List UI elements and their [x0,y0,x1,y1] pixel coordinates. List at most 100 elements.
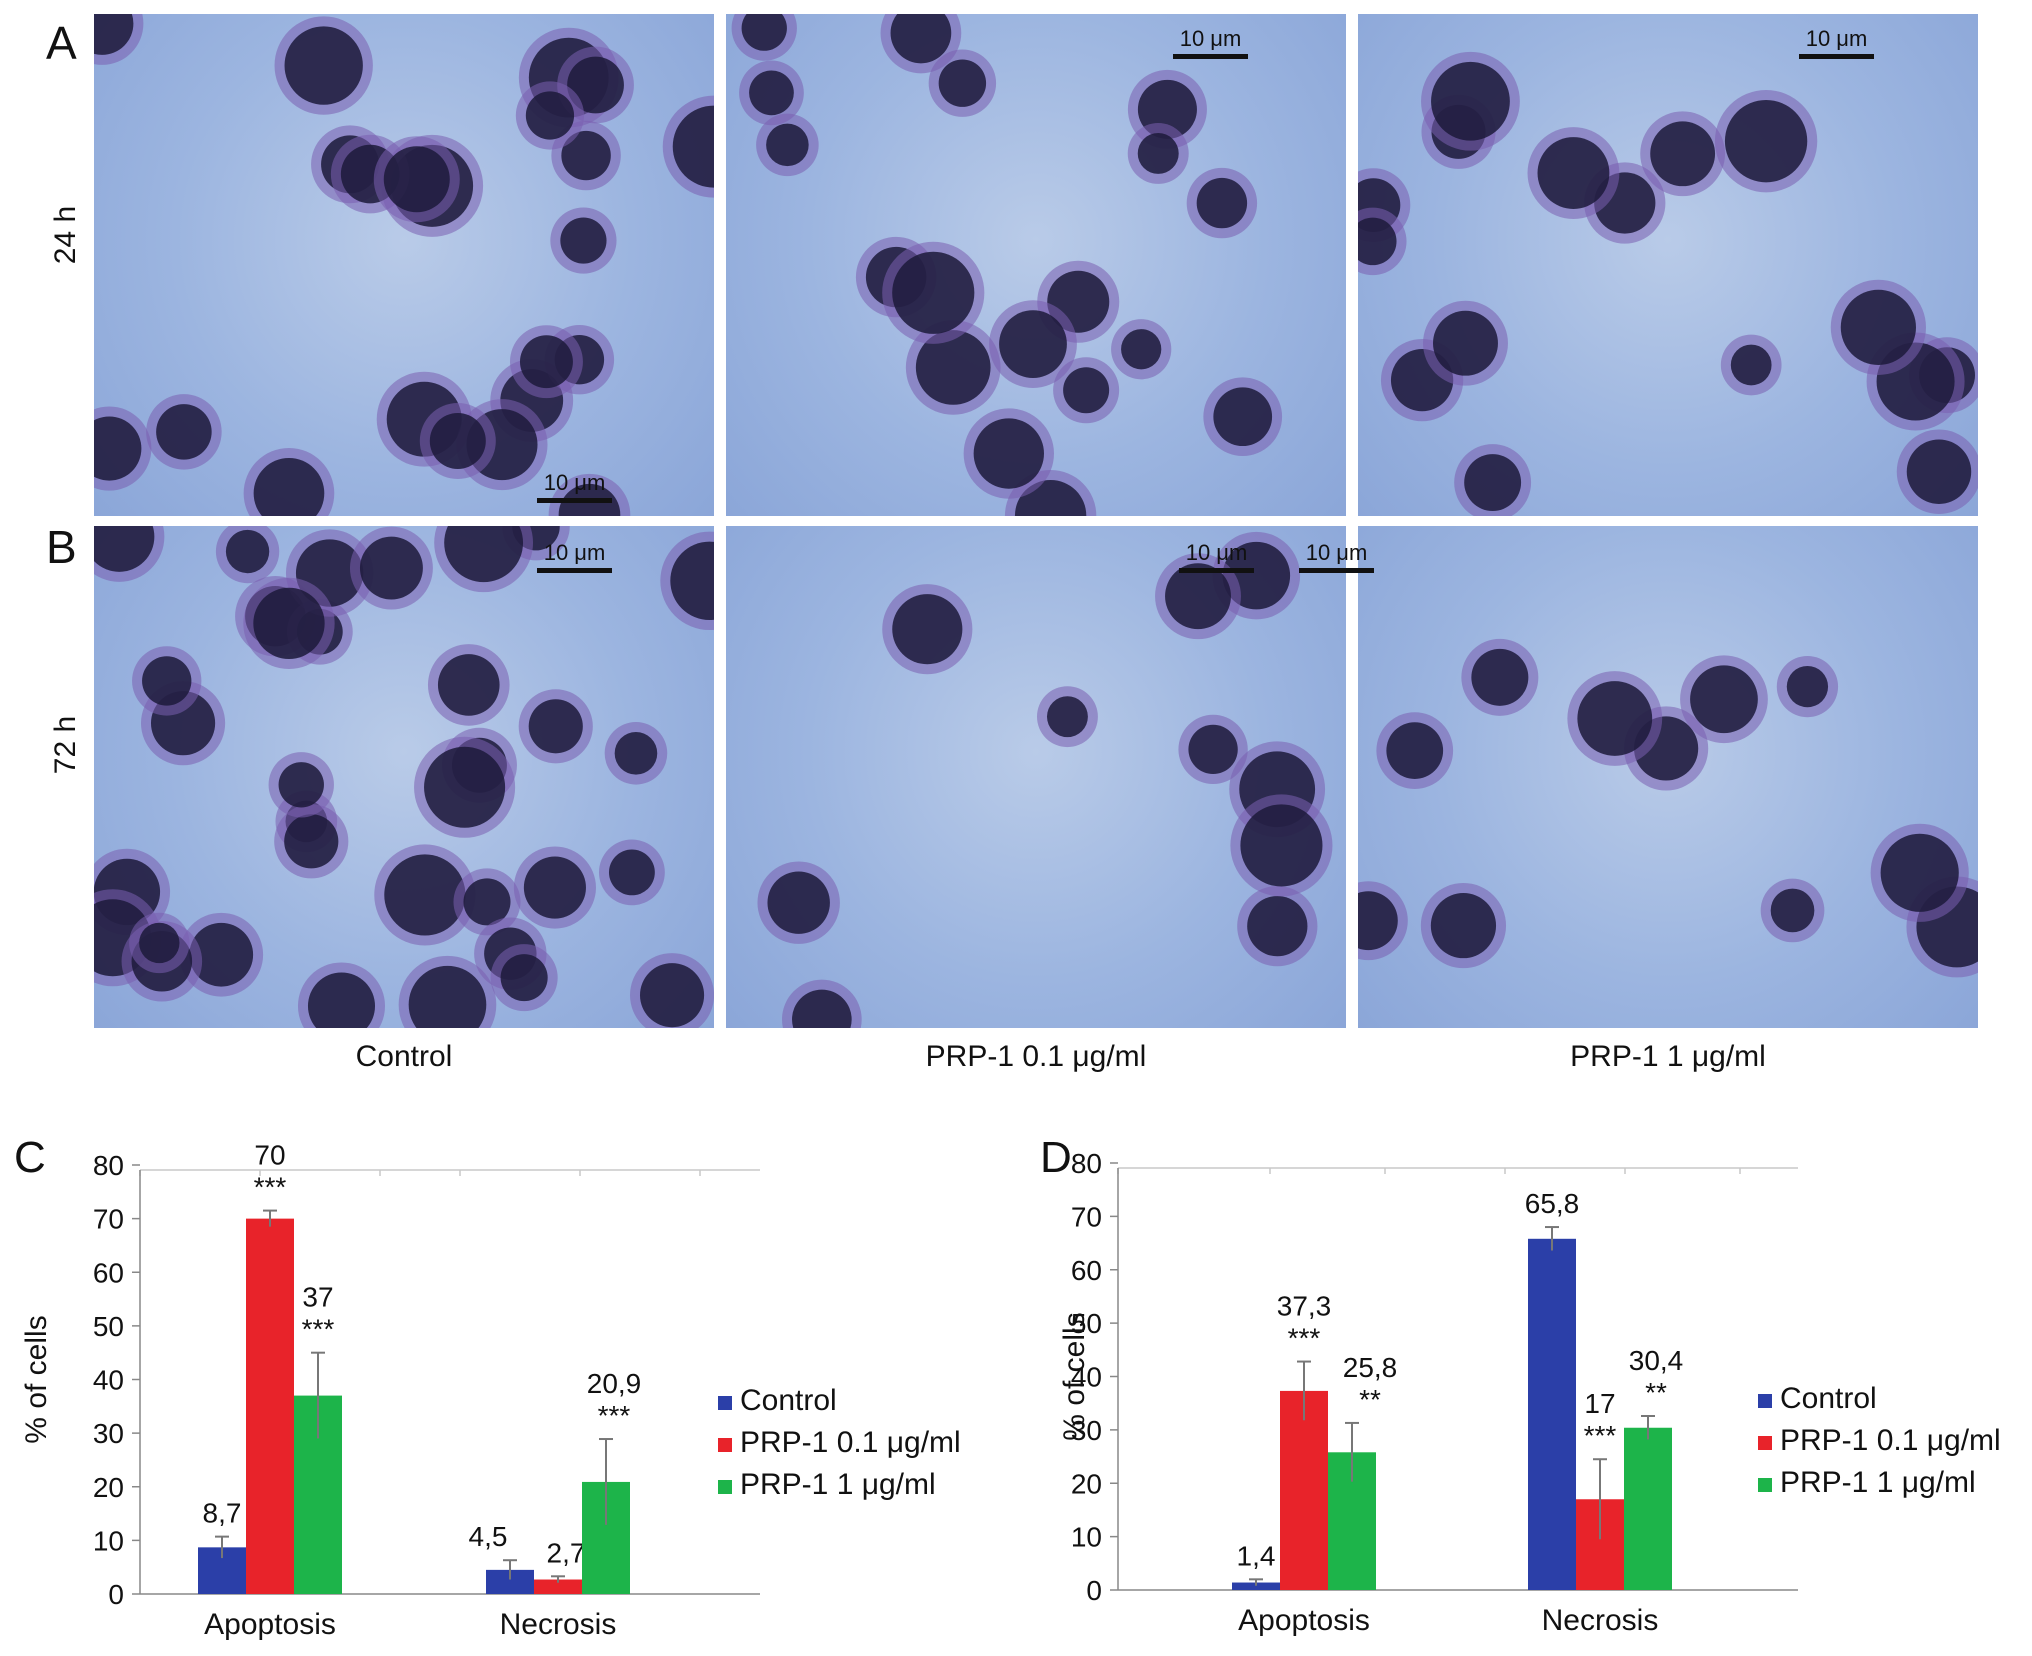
significance-label: ** [1359,1384,1381,1415]
data-label: 17 [1584,1388,1615,1419]
cell-shape [1720,334,1782,396]
panel-letter: C [14,1133,46,1182]
cell-shape [1155,553,1241,640]
cell-shape [179,912,264,997]
data-label: 65,8 [1525,1188,1580,1219]
data-label: 70 [254,1140,285,1171]
y-tick-label: 10 [93,1525,124,1556]
cell-shape [274,804,349,879]
cell-shape [739,60,804,126]
legend-swatch [718,1438,732,1452]
cell-shape [1111,319,1172,380]
cell-shape [349,526,433,610]
category-label: Necrosis [500,1608,617,1641]
legend-swatch [718,1396,732,1410]
panel-letter-a: A [46,17,77,69]
cell-shape [1053,357,1120,424]
cell-shape [1237,885,1318,967]
y-axis-label: % of cells [20,1315,53,1443]
legend-label: Control [1780,1382,1877,1415]
cell-shape [146,394,222,470]
y-tick-label: 40 [1071,1362,1102,1393]
column-label-control: Control [355,1040,453,1073]
cell-shape [1454,444,1532,516]
data-label: 37 [302,1282,333,1313]
cell-shape [243,447,335,516]
cell-shape [604,721,668,785]
scale-bar: 10 μm [1799,26,1874,59]
cell-shape [243,577,335,670]
scale-bar-label: 10 μm [1805,26,1868,51]
row-label-24h: 24 h [49,205,82,265]
cell-shape [963,408,1054,499]
scale-bar: 10 μm [1173,26,1248,59]
cell-shape [1567,671,1663,766]
micrograph-image [1358,14,1978,516]
scale-bar-label: 10 μm [1179,26,1242,51]
category-label: Apoptosis [1238,1604,1370,1637]
scale-bar: 10 μm [1299,540,1374,573]
cell-shape [297,962,386,1028]
cell-shape [1036,686,1098,748]
cell-shape [509,325,583,399]
cell-shape [782,979,862,1028]
cell-shape [880,14,962,74]
cell-shape [905,320,1001,415]
cell-shape [1423,300,1508,386]
cell-shape [1776,655,1839,718]
y-tick-label: 70 [1071,1201,1102,1232]
row-label-72h: 72 h [49,715,82,775]
significance-label: *** [254,1172,287,1203]
legend-label: PRP-1 0.1 μg/ml [740,1426,961,1459]
cell-shape [882,241,985,344]
y-tick-label: 60 [1071,1255,1102,1286]
legend-label: PRP-1 1 μg/ml [1780,1466,1976,1499]
y-tick-label: 80 [93,1150,124,1181]
y-tick-label: 20 [1071,1468,1102,1499]
scale-bar-line [1799,54,1874,59]
cell-shape [513,846,596,929]
cell-shape [373,136,460,223]
cell-shape [1186,167,1258,239]
cell-shape [1358,881,1408,961]
significance-label: *** [302,1314,335,1345]
micrograph-image [1358,526,1978,1028]
y-tick-label: 30 [1071,1415,1102,1446]
data-label: 25,8 [1343,1352,1398,1383]
column-label-prp1-0-1: PRP-1 0.1 μg/ml [925,1040,1147,1073]
scale-bar: 10 μm [1179,540,1254,573]
scale-bar-line [1179,568,1254,573]
cell-shape [630,953,714,1028]
scale-bar-label: 10 μm [543,470,606,495]
cell-shape [731,14,797,61]
panel-letter-b: B [46,521,77,573]
scale-bar-line [537,498,612,503]
cell-shape [1461,638,1539,716]
y-tick-label: 40 [93,1365,124,1396]
cell-shape [1230,794,1333,897]
cell-shape [419,402,496,479]
y-tick-label: 70 [93,1204,124,1235]
legend-label: Control [740,1384,837,1417]
cell-shape [215,526,280,584]
y-tick-label: 60 [93,1257,124,1288]
cell-shape [1760,878,1825,943]
cell-shape [1870,823,1969,922]
cell-shape [434,526,534,593]
cell-shape [268,752,334,818]
category-label: Apoptosis [204,1608,336,1641]
cell-shape [274,16,373,115]
data-label: 4,5 [469,1521,508,1552]
significance-label: *** [598,1400,631,1431]
scale-bar-line [537,568,612,573]
scale-bar-label: 10 μm [1185,540,1248,565]
y-tick-label: 30 [93,1418,124,1449]
scale-bar-line [1299,568,1374,573]
cell-shape [550,207,617,274]
legend-swatch [1758,1394,1772,1408]
cell-shape [1203,377,1283,457]
cell-shape [132,646,202,716]
cell-shape [414,736,516,838]
micrograph-image [94,526,714,1028]
data-label: 20,9 [587,1368,642,1399]
